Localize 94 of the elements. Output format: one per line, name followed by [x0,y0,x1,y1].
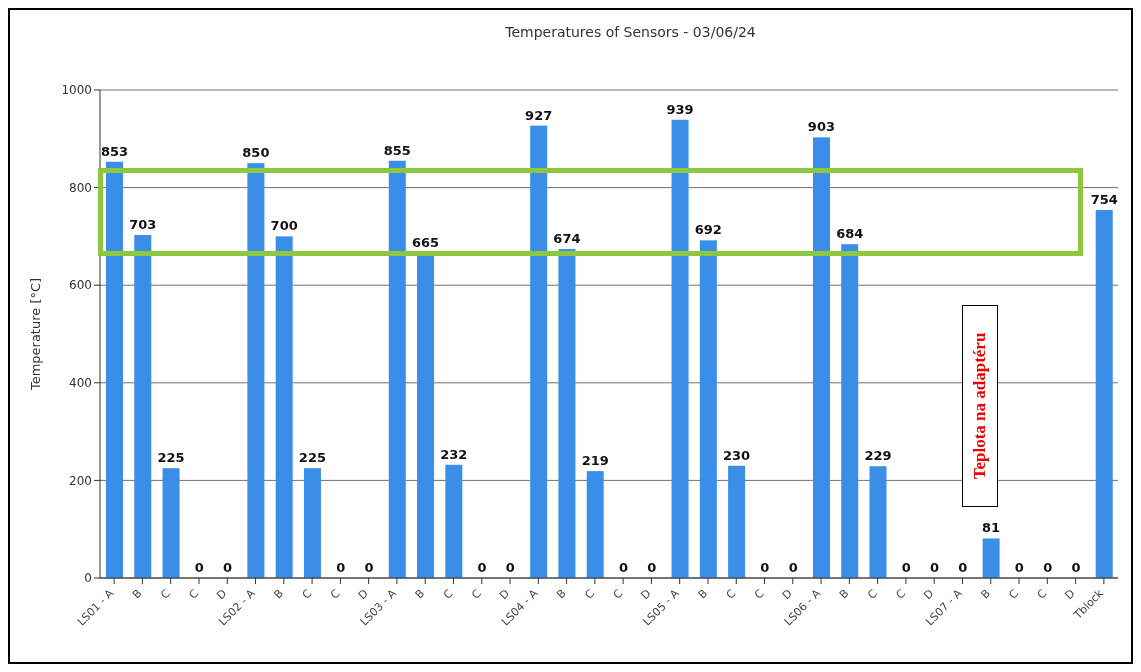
y-axis-title: Temperature [°C] [27,277,43,392]
data-label: 81 [982,520,1001,536]
data-label: 0 [930,560,940,575]
bar [106,161,123,578]
data-label: 754 [1090,192,1118,208]
x-tick-label: C [723,586,739,602]
data-label: 700 [270,218,298,234]
data-label: 219 [581,453,609,469]
data-label: 230 [723,447,751,463]
data-label: 0 [1014,560,1024,575]
x-tick-label: B [978,586,993,602]
bar [558,249,576,578]
x-tick-label: C [1034,586,1050,602]
x-tick-label: C [1006,586,1022,602]
bar [812,137,830,578]
data-label: 0 [788,560,798,575]
chart-title: Temperatures of Sensors - 03/06/24 [504,24,757,40]
x-tick-label: C [752,586,767,602]
bar [841,244,859,578]
x-tick-label: D [921,586,937,603]
y-tick-label: 1000 [61,83,92,98]
x-tick-label: D [779,586,795,603]
x-tick-label: C [186,586,202,602]
x-tick-label: C [582,586,598,602]
bar [728,465,746,578]
data-label: 703 [129,216,157,232]
x-tick-label: B [271,586,286,602]
bar [388,160,406,578]
x-tick-label: B [554,586,569,602]
data-label: 0 [958,560,968,575]
bar [247,163,265,578]
y-tick-label: 0 [84,571,92,586]
data-label: 855 [383,142,411,158]
bar [530,125,548,578]
data-label: 903 [807,119,836,135]
data-label: 0 [223,560,233,575]
x-tick-label: C [327,586,343,602]
x-tick-label: C [158,586,174,602]
x-tick-label: D [496,586,513,603]
bar [275,236,293,578]
data-label: 225 [157,450,185,466]
data-label: 684 [836,226,864,242]
bar [699,240,717,578]
data-label: 674 [553,231,581,247]
bar [445,464,463,578]
data-label: 0 [901,560,911,575]
x-tick-label: D [638,586,654,603]
data-label: 853 [100,143,129,159]
data-label: 232 [440,446,468,462]
x-tick-label: D [355,586,371,603]
x-tick-label: D [1062,586,1078,603]
bar [869,466,887,578]
data-label: 0 [336,560,346,575]
x-tick-label: C [865,586,880,602]
data-label: 692 [694,222,722,238]
y-tick-label: 800 [69,180,92,195]
y-tick-label: 200 [69,473,92,488]
x-tick-label: C [469,586,485,602]
x-tick-label: B [836,586,852,602]
bar [417,253,435,578]
bar [134,234,152,578]
x-tick-label: C [299,586,315,602]
bar [303,468,321,578]
data-label: 939 [666,101,694,117]
x-tick-label: C [610,586,626,602]
data-label: 927 [525,107,553,123]
x-tick-label: C [893,586,909,602]
bar [982,538,1000,578]
data-label: 0 [1071,560,1081,575]
data-label: 0 [364,560,374,575]
y-tick-label: 400 [69,376,92,391]
data-label: 0 [1043,560,1053,575]
x-tick-label: C [440,586,456,602]
data-label: 0 [505,560,515,575]
bar [586,471,604,578]
bar [162,468,180,578]
data-label: 0 [477,560,487,575]
data-label: 0 [194,560,204,575]
y-tick-label: 600 [69,278,92,293]
x-tick-label: B [695,586,711,602]
data-label: 229 [864,448,892,464]
annotation: Teplota na adaptéru [970,332,990,480]
data-label: 850 [242,145,270,161]
data-label: 225 [298,450,327,466]
data-label: 0 [618,560,629,575]
data-label: 0 [760,560,770,575]
text-box: Teplota na adaptéru [962,304,998,507]
bar [1095,210,1113,578]
data-label: 665 [411,235,440,251]
x-tick-label: B [412,586,428,602]
data-label: 0 [647,560,657,575]
x-tick-label: D [214,586,230,603]
bar [671,119,689,578]
x-tick-label: B [130,586,145,602]
